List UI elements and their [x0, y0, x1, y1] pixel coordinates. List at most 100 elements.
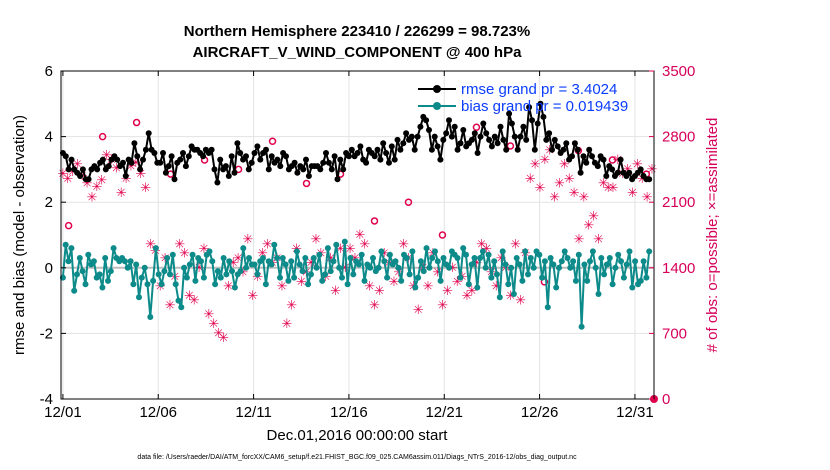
bias-point	[564, 255, 571, 261]
bias-point	[505, 281, 512, 288]
data-file-footer: data file: /Users/raeder/DAI/ATM_forcXX/…	[137, 454, 577, 461]
bias-point	[519, 277, 526, 284]
rmse-point	[131, 140, 138, 147]
obs-assimilated-marker: ✳	[121, 172, 132, 187]
obs-assimilated-marker: ✳	[228, 256, 239, 271]
bias-point	[130, 281, 137, 288]
rmse-point	[491, 133, 498, 140]
obs-assimilated-marker: ✳	[578, 191, 589, 206]
bias-point	[62, 241, 69, 248]
bias-point	[446, 264, 453, 271]
rmse-point	[105, 163, 112, 170]
bias-point	[319, 277, 326, 284]
bias-point	[90, 258, 97, 265]
obs-assimilated-marker: ✳	[179, 247, 190, 262]
bias-point	[541, 258, 548, 265]
obs-assimilated-marker: ✳	[432, 265, 443, 280]
rmse-point	[446, 117, 452, 124]
bias-point	[463, 251, 469, 258]
rmse-point	[337, 156, 344, 163]
bias-point	[209, 258, 216, 265]
right-y-tick-label: 3500	[662, 63, 695, 80]
rmse-point	[377, 156, 384, 163]
obs-assimilated-marker: ✳	[189, 294, 200, 309]
bias-point	[434, 258, 441, 265]
rmse-point	[380, 140, 387, 147]
rmse-point	[254, 143, 261, 150]
bias-point	[632, 258, 639, 265]
bias-point	[344, 281, 351, 288]
rmse-point	[265, 166, 272, 173]
bias-point	[229, 268, 235, 275]
obs-assimilated-marker: ✳	[564, 172, 575, 187]
rmse-point	[77, 173, 84, 179]
bias-point	[220, 255, 227, 261]
obs-assimilated-marker: ✳	[398, 237, 409, 252]
rmse-point	[448, 133, 455, 140]
bias-point	[417, 258, 424, 265]
bias-point	[82, 281, 89, 288]
rmse-point	[537, 100, 544, 107]
obs-assimilated-marker: ✳	[247, 289, 258, 304]
obs-assimilated-marker: ✳	[233, 251, 244, 266]
bias-point	[429, 255, 436, 261]
bias-point	[305, 281, 312, 288]
rmse-point	[563, 140, 570, 147]
obs-assimilated-marker: ✳	[311, 233, 322, 248]
bias-point	[572, 277, 579, 284]
obs-assimilated-marker: ✳	[374, 284, 385, 299]
bias-point	[460, 245, 467, 252]
obs-assimilated-marker: ✳	[325, 251, 336, 266]
bias-point	[361, 277, 368, 284]
bias-point	[381, 258, 388, 265]
bias-point	[516, 261, 523, 268]
rmse-point	[594, 163, 601, 170]
bias-point	[277, 274, 283, 281]
bias-point	[237, 268, 244, 275]
bias-point	[437, 277, 444, 284]
rmse-point	[274, 156, 281, 163]
obs-assimilated-marker: ✳	[466, 284, 477, 299]
obs-assimilated-marker: ✳	[642, 191, 653, 206]
rmse-point	[626, 169, 633, 176]
obs-assimilated-marker: ✳	[155, 280, 166, 295]
bias-point	[262, 281, 269, 288]
bias-point	[178, 304, 185, 311]
bias-point	[629, 284, 636, 291]
bias-point	[246, 255, 252, 261]
rmse-point	[363, 159, 370, 166]
rmse-point	[394, 136, 401, 143]
bias-point	[313, 264, 320, 271]
rmse-point	[431, 133, 438, 140]
bias-point	[522, 248, 529, 255]
x-tick-label: 12/26	[521, 404, 559, 421]
rmse-point	[529, 117, 535, 124]
obs-assimilated-marker: ✳	[364, 280, 375, 295]
x-tick-label: 12/21	[425, 404, 463, 421]
bias-point	[567, 264, 574, 271]
bias-point	[558, 258, 565, 265]
rmse-point	[160, 150, 166, 156]
chart-title-line2: AIRCRAFT_V_WIND_COMPONENT @ 400 hPa	[193, 44, 523, 61]
bias-point	[231, 284, 238, 291]
rmse-point	[497, 123, 504, 130]
bias-point	[609, 281, 616, 288]
legend-rmse-label: rmse grand pr = 3.4024	[461, 81, 617, 98]
bias-point	[330, 258, 337, 265]
rmse-point	[637, 166, 644, 173]
rmse-point	[571, 140, 578, 147]
rmse-point	[374, 146, 381, 153]
bias-point	[214, 268, 221, 275]
obs-assimilated-marker: ✳	[87, 191, 98, 206]
series-lines	[59, 100, 653, 330]
obs-assimilated-marker: ✳	[413, 303, 424, 318]
bias-point	[601, 271, 608, 278]
obs-assimilated-marker: ✳	[588, 209, 599, 224]
rmse-point	[243, 153, 249, 160]
rmse-point	[511, 133, 518, 140]
obs-assimilated-marker: ✳	[101, 148, 112, 163]
rmse-point	[357, 143, 364, 150]
obs-possible-marker	[370, 217, 379, 225]
bias-point	[333, 241, 340, 248]
bias-point	[322, 271, 329, 278]
